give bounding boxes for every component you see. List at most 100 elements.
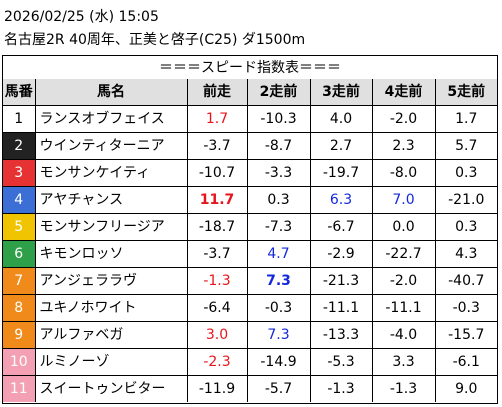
speed-index-cell: 0.3 — [246, 186, 311, 214]
speed-index-cell: -1.3 — [309, 375, 373, 402]
horse-name: ランスオブフェイス — [34, 105, 188, 133]
speed-index-cell: 0.0 — [371, 213, 436, 241]
table-title: ＝＝＝スピード指数表＝＝＝ — [3, 56, 497, 80]
speed-index-cell: 0.3 — [434, 159, 497, 187]
horse-name: キモンロッソ — [34, 240, 188, 268]
speed-index-table-frame: ＝＝＝スピード指数表＝＝＝ 馬番 馬名 前走 2走前 3走前 4走前 5走前 1… — [2, 55, 498, 404]
table-row: 6 キモンロッソ -3.7 4.7 -2.9 -22.7 4.3 — [3, 240, 497, 268]
header-row: 馬番 馬名 前走 2走前 3走前 4走前 5走前 — [3, 79, 497, 106]
speed-index-cell: -2.0 — [371, 267, 436, 295]
speed-index-cell: -6.1 — [434, 348, 497, 376]
speed-index-cell: -2.0 — [371, 105, 436, 133]
speed-index-cell: 2.7 — [309, 132, 373, 160]
speed-index-cell: 2.3 — [371, 132, 436, 160]
col-header-3-races-ago: 3走前 — [309, 79, 373, 106]
speed-index-cell: 7.3 — [246, 267, 311, 295]
speed-index-cell: -3.7 — [186, 240, 248, 268]
horse-number: 6 — [3, 240, 36, 268]
speed-index-cell: -6.7 — [309, 213, 373, 241]
speed-index-cell: 3.0 — [186, 321, 248, 349]
horse-number: 10 — [3, 348, 36, 376]
col-header-horse-name: 馬名 — [34, 79, 188, 106]
horse-number: 5 — [3, 213, 36, 241]
race-title: 名古屋2R 40周年、正美と啓子(C25) ダ1500m — [4, 32, 306, 48]
horse-name: アヤチャンス — [34, 186, 188, 214]
speed-index-cell: -1.3 — [371, 375, 436, 402]
horse-number: 9 — [3, 321, 36, 349]
horse-name: ユキノホワイト — [34, 294, 188, 322]
speed-index-cell: 4.0 — [309, 105, 373, 133]
speed-index-cell: -6.4 — [186, 294, 248, 322]
speed-index-cell: -2.9 — [309, 240, 373, 268]
col-header-4-races-ago: 4走前 — [371, 79, 436, 106]
speed-index-cell: 1.7 — [434, 105, 497, 133]
speed-index-cell: -13.3 — [309, 321, 373, 349]
horse-name: モンサンフリージア — [34, 213, 188, 241]
speed-index-cell: 0.3 — [434, 213, 497, 241]
speed-index-cell: -11.9 — [186, 375, 248, 402]
horse-number: 3 — [3, 159, 36, 187]
speed-index-cell: -15.7 — [434, 321, 497, 349]
speed-index-cell: -0.3 — [434, 294, 497, 322]
speed-index-cell: -10.3 — [246, 105, 311, 133]
speed-index-cell: -5.3 — [309, 348, 373, 376]
col-header-2-races-ago: 2走前 — [246, 79, 311, 106]
horse-name: ウインティターニア — [34, 132, 188, 160]
table-row: 11 スイートゥンビター -11.9 -5.7 -1.3 -1.3 9.0 — [3, 375, 497, 402]
table-body: 1 ランスオブフェイス 1.7 -10.3 4.0 -2.0 1.7 2 ウインティターニア -3… — [3, 105, 497, 402]
speed-index-cell: -3.3 — [246, 159, 311, 187]
speed-index-cell: -5.7 — [246, 375, 311, 402]
speed-index-cell: -19.7 — [309, 159, 373, 187]
horse-name: アルファベガ — [34, 321, 188, 349]
table-row: 5 モンサンフリージア -18.7 -7.3 -6.7 0.0 0.3 — [3, 213, 497, 241]
speed-index-cell: -4.0 — [371, 321, 436, 349]
speed-index-cell: -11.1 — [309, 294, 373, 322]
horse-name: モンサンケイティ — [34, 159, 188, 187]
horse-number: 2 — [3, 132, 36, 160]
speed-index-cell: 3.3 — [371, 348, 436, 376]
col-header-5-races-ago: 5走前 — [434, 79, 497, 106]
speed-index-cell: 4.7 — [246, 240, 311, 268]
speed-index-cell: 4.3 — [434, 240, 497, 268]
speed-index-cell: -3.7 — [186, 132, 248, 160]
table-row: 3 モンサンケイティ -10.7 -3.3 -19.7 -8.0 0.3 — [3, 159, 497, 187]
speed-index-cell: 7.3 — [246, 321, 311, 349]
race-datetime: 2026/02/25 (水) 15:05 — [4, 9, 159, 25]
horse-number: 8 — [3, 294, 36, 322]
col-header-number: 馬番 — [3, 79, 36, 106]
horse-number: 11 — [3, 375, 36, 402]
speed-index-cell: 7.0 — [371, 186, 436, 214]
speed-index-cell: -10.7 — [186, 159, 248, 187]
table-row: 8 ユキノホワイト -6.4 -0.3 -11.1 -11.1 -0.3 — [3, 294, 497, 322]
speed-index-cell: -0.3 — [246, 294, 311, 322]
speed-index-cell: -8.7 — [246, 132, 311, 160]
col-header-last-race: 前走 — [186, 79, 248, 106]
table-row: 1 ランスオブフェイス 1.7 -10.3 4.0 -2.0 1.7 — [3, 105, 497, 133]
speed-index-cell: -18.7 — [186, 213, 248, 241]
table-row: 10 ルミノーゾ -2.3 -14.9 -5.3 3.3 -6.1 — [3, 348, 497, 376]
table-row: 4 アヤチャンス 11.7 0.3 6.3 7.0 -21.0 — [3, 186, 497, 214]
horse-number: 4 — [3, 186, 36, 214]
table-row: 2 ウインティターニア -3.7 -8.7 2.7 2.3 5.7 — [3, 132, 497, 160]
speed-index-cell: -22.7 — [371, 240, 436, 268]
speed-index-cell: -2.3 — [186, 348, 248, 376]
speed-index-cell: -40.7 — [434, 267, 497, 295]
speed-index-cell: -1.3 — [186, 267, 248, 295]
speed-index-cell: -21.3 — [309, 267, 373, 295]
speed-index-cell: -21.0 — [434, 186, 497, 214]
speed-index-table: 馬番 馬名 前走 2走前 3走前 4走前 5走前 1 ランスオブフェイス 1.7 -1… — [3, 79, 497, 402]
speed-index-cell: 6.3 — [309, 186, 373, 214]
speed-index-cell: 1.7 — [186, 105, 248, 133]
speed-index-cell: 5.7 — [434, 132, 497, 160]
speed-index-cell: -11.1 — [371, 294, 436, 322]
horse-number: 1 — [3, 105, 36, 133]
speed-index-cell: 11.7 — [186, 186, 248, 214]
horse-name: アンジェララヴ — [34, 267, 188, 295]
table-row: 9 アルファベガ 3.0 7.3 -13.3 -4.0 -15.7 — [3, 321, 497, 349]
speed-index-cell: 9.0 — [434, 375, 497, 402]
horse-number: 7 — [3, 267, 36, 295]
horse-name: スイートゥンビター — [34, 375, 188, 402]
speed-index-cell: -14.9 — [246, 348, 311, 376]
speed-index-cell: -7.3 — [246, 213, 311, 241]
